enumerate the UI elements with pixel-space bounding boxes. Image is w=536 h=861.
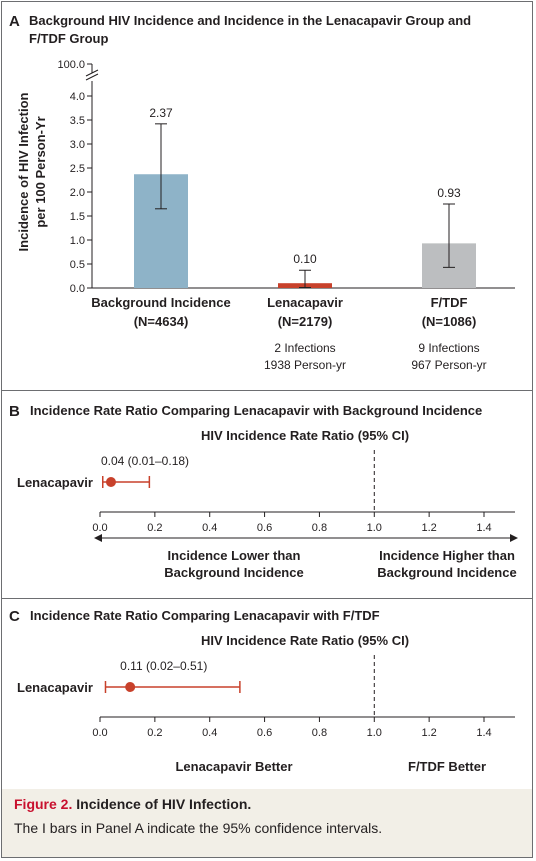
panel-c-letter: C (9, 608, 20, 625)
panel-divider (1, 390, 533, 391)
y-tick-label: 2.5 (70, 163, 85, 175)
panel-c-x-tick-label: 1.2 (421, 727, 436, 739)
panel-c-title: Incidence Rate Ratio Comparing Lenacapav… (30, 608, 380, 623)
panel-c-row-label: Lenacapavir (17, 680, 93, 695)
bar-value-label: 2.37 (149, 106, 173, 120)
y-axis-label: Incidence of HIV Infection (16, 92, 31, 251)
panel-c-x-tick-label: 0.2 (147, 727, 162, 739)
panel-b-x-tick-label: 1.0 (367, 522, 382, 534)
panel-c-x-tick-label: 0.6 (257, 727, 272, 739)
panel-divider (1, 598, 533, 599)
y-axis-break (85, 73, 99, 81)
panel-c-x-tick-label: 1.0 (367, 727, 382, 739)
caption-title-text: Incidence of HIV Infection. (76, 796, 252, 812)
panel-b-row-label: Lenacapavir (17, 475, 93, 490)
category-n-label: (N=1086) (422, 314, 477, 329)
figure-caption: Figure 2. Incidence of HIV Infection. Th… (2, 789, 532, 857)
panel-c-point-estimate (125, 682, 136, 692)
y-tick-label: 2.0 (70, 187, 85, 199)
panel-a-title: F/TDF Group (29, 31, 108, 46)
panel-b-x-tick-label: 0.6 (257, 522, 272, 534)
y-tick-label: 100.0 (57, 59, 85, 71)
category-label: F/TDF (431, 295, 468, 310)
y-tick-label: 3.0 (70, 139, 85, 151)
panel-c-x-tick-label: 1.4 (476, 727, 491, 739)
panel-c-left-label: Lenacapavir Better (175, 759, 292, 774)
y-tick-label: 1.5 (70, 211, 85, 223)
panel-c-subtitle: HIV Incidence Rate Ratio (95% CI) (201, 633, 409, 648)
panel-b-right-label: Incidence Higher than (379, 548, 515, 563)
panel-b-x-tick-label: 1.2 (421, 522, 436, 534)
category-n-label: (N=2179) (278, 314, 333, 329)
panel-a-letter: A (9, 13, 20, 30)
y-tick-label: 1.0 (70, 235, 85, 247)
panel-a-title: Background HIV Incidence and Incidence i… (29, 13, 471, 28)
y-axis-label: per 100 Person-Yr (33, 116, 48, 227)
panel-b-x-tick-label: 1.4 (476, 522, 491, 534)
panel-b-point-label: 0.04 (0.01–0.18) (101, 454, 189, 468)
panel-b-left-label: Background Incidence (164, 565, 303, 580)
category-label: Background Incidence (91, 295, 230, 310)
bar-value-label: 0.93 (437, 186, 461, 200)
y-tick-label: 0.0 (70, 283, 85, 295)
category-note: 1938 Person-yr (264, 358, 346, 372)
category-note: 2 Infections (274, 341, 335, 355)
figure-chart-svg: A Background HIV Incidence and Incidence … (9, 13, 518, 774)
bar-value-label: 0.10 (293, 252, 317, 266)
panel-b-arrowhead-left (94, 534, 102, 542)
panel-b-arrowhead-right (510, 534, 518, 542)
panel-c-right-label: F/TDF Better (408, 759, 486, 774)
panel-b-point-estimate (105, 477, 116, 487)
y-tick-label: 0.5 (70, 259, 85, 271)
category-n-label: (N=4634) (134, 314, 189, 329)
caption-figure-label: Figure 2. (14, 796, 73, 812)
caption-title: Figure 2. Incidence of HIV Infection. (14, 795, 520, 813)
caption-text: The I bars in Panel A indicate the 95% c… (14, 820, 383, 836)
panel-b-letter: B (9, 403, 20, 420)
panel-b-left-label: Incidence Lower than (168, 548, 301, 563)
category-label: Lenacapavir (267, 295, 343, 310)
panel-c-point-label: 0.11 (0.02–0.51) (120, 659, 207, 673)
panel-c-x-tick-label: 0.8 (312, 727, 327, 739)
panel-b-title: Incidence Rate Ratio Comparing Lenacapav… (30, 403, 482, 418)
panel-b-subtitle: HIV Incidence Rate Ratio (95% CI) (201, 428, 409, 443)
panel-c-x-tick-label: 0.4 (202, 727, 217, 739)
panel-b-x-tick-label: 0.0 (92, 522, 107, 534)
panel-b-right-label: Background Incidence (377, 565, 516, 580)
category-note: 9 Infections (418, 341, 479, 355)
y-tick-label: 3.5 (70, 115, 85, 127)
panel-b-x-tick-label: 0.2 (147, 522, 162, 534)
category-note: 967 Person-yr (411, 358, 486, 372)
panel-b-x-tick-label: 0.8 (312, 522, 327, 534)
panel-b-x-tick-label: 0.4 (202, 522, 217, 534)
y-tick-label: 4.0 (70, 91, 85, 103)
panel-c-x-tick-label: 0.0 (92, 727, 107, 739)
y-axis-break (85, 69, 99, 77)
